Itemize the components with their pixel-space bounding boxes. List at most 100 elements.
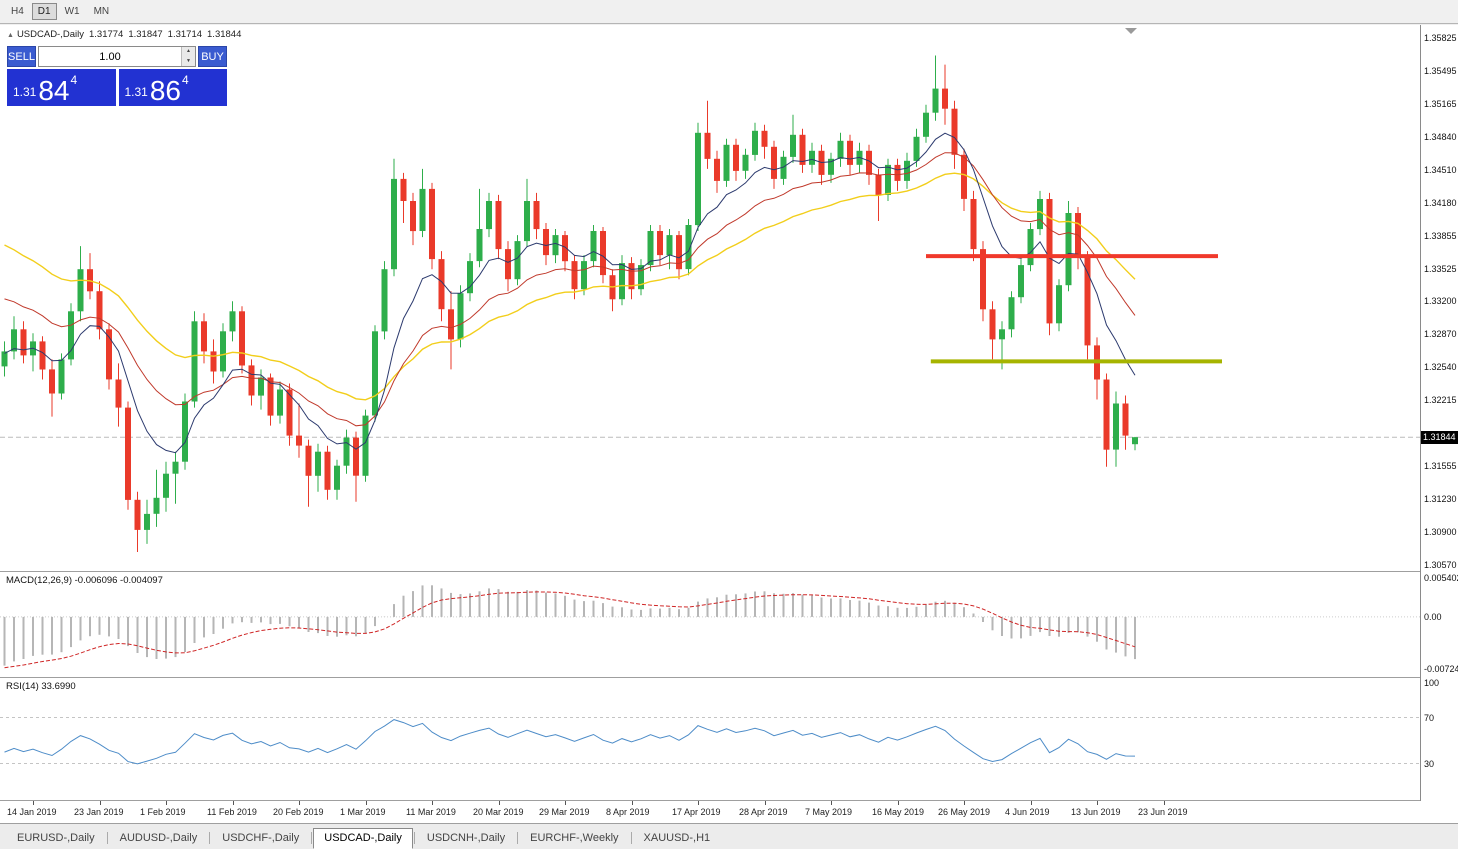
chart-tab-audusd-daily[interactable]: AUDUSD-,Daily bbox=[119, 832, 198, 844]
date-label: 14 Jan 2019 bbox=[7, 807, 57, 817]
price-axis-label: 1.33525 bbox=[1424, 264, 1457, 274]
chart-tab-usdchf-daily[interactable]: USDCHF-,Daily bbox=[222, 832, 300, 844]
timeframe-button-w1[interactable]: W1 bbox=[64, 6, 80, 17]
timeframe-button-mn[interactable]: MN bbox=[93, 6, 110, 17]
ma-mid-line bbox=[4, 152, 1136, 427]
macd-signal-line bbox=[4, 591, 1136, 669]
date-strip: 14 Jan 2019 23 Jan 2019 1 Feb 2019 11 Feb 2… bbox=[0, 801, 1458, 823]
price-axis-label: 1.34510 bbox=[1424, 165, 1457, 175]
volume-box: ▲ ▼ bbox=[38, 46, 196, 67]
tab-separator bbox=[517, 832, 519, 844]
macd-axis-label: 0.005402 bbox=[1424, 573, 1458, 583]
panel-divider[interactable] bbox=[0, 677, 1458, 678]
tab-separator bbox=[209, 832, 211, 844]
date-label: 28 Apr 2019 bbox=[739, 807, 788, 817]
chart-tab-usdcnh-daily[interactable]: USDCNH-,Daily bbox=[426, 832, 506, 844]
price-axis[interactable]: 1.31844 1.35825 1.35495 1.35165 1.34840 1.34… bbox=[1421, 25, 1458, 823]
time-tick bbox=[166, 801, 167, 805]
ma-slow-line bbox=[4, 172, 1136, 401]
time-tick bbox=[898, 801, 899, 805]
date-label: 23 Jan 2019 bbox=[74, 807, 124, 817]
one-click-toggle-icon[interactable]: ▲ bbox=[7, 32, 14, 39]
macd-panel: MACD(12,26,9) -0.006096 -0.004097 bbox=[0, 572, 1420, 677]
chart-tab-eurchf-weekly[interactable]: EURCHF-,Weekly bbox=[530, 832, 619, 844]
tab-separator bbox=[413, 832, 415, 844]
time-tick bbox=[33, 801, 34, 805]
chart-tab-usdcad-daily[interactable]: USDCAD-,Daily bbox=[313, 828, 413, 849]
sell-button[interactable]: SELL bbox=[7, 46, 36, 67]
chart-tab-xauusd-h1[interactable]: XAUUSD-,H1 bbox=[643, 832, 711, 844]
volume-input[interactable] bbox=[39, 47, 181, 66]
price-axis-label: 1.35495 bbox=[1424, 66, 1457, 76]
buy-price-button[interactable]: 1.31 86 4 bbox=[118, 69, 227, 106]
buy-button[interactable]: BUY bbox=[198, 46, 227, 67]
time-tick bbox=[1031, 801, 1032, 805]
time-tick bbox=[632, 801, 633, 805]
time-axis[interactable]: 14 Jan 2019 23 Jan 2019 1 Feb 2019 11 Feb 2… bbox=[0, 801, 1420, 823]
price-axis-label: 1.35825 bbox=[1424, 33, 1457, 43]
price-chart[interactable] bbox=[0, 25, 1420, 571]
rsi-line bbox=[4, 719, 1136, 765]
date-label: 16 May 2019 bbox=[872, 807, 925, 817]
current-price-badge: 1.31844 bbox=[1421, 431, 1458, 444]
rsi-panel: RSI(14) 33.6990 bbox=[0, 678, 1420, 800]
chart-shift-marker[interactable] bbox=[1125, 28, 1137, 34]
time-tick bbox=[100, 801, 101, 805]
time-tick bbox=[765, 801, 766, 805]
price-axis-label: 1.32215 bbox=[1424, 395, 1457, 405]
buy-price-pip: 4 bbox=[182, 73, 189, 87]
rsi-axis-label: 30 bbox=[1424, 759, 1435, 769]
price-axis-label: 1.33855 bbox=[1424, 231, 1457, 241]
volume-up-icon[interactable]: ▲ bbox=[182, 47, 195, 57]
time-tick bbox=[565, 801, 566, 805]
price-axis-label: 1.31230 bbox=[1424, 494, 1457, 504]
date-label: 11 Mar 2019 bbox=[406, 807, 456, 817]
chart-tab-eurusd-daily[interactable]: EURUSD-,Daily bbox=[17, 832, 95, 844]
price-axis-label: 1.31555 bbox=[1424, 461, 1457, 471]
date-label: 1 Mar 2019 bbox=[340, 807, 386, 817]
volume-down-icon[interactable]: ▼ bbox=[182, 56, 195, 66]
time-tick bbox=[1164, 801, 1165, 805]
macd-chart[interactable] bbox=[0, 572, 1420, 677]
sell-price-prefix: 1.31 bbox=[13, 85, 37, 99]
price-axis-label: 1.32540 bbox=[1424, 362, 1457, 372]
ohlc-high: 1.31847 bbox=[128, 29, 163, 40]
rsi-axis-label: 100 bbox=[1424, 678, 1440, 688]
timeframe-button-h4[interactable]: H4 bbox=[11, 6, 24, 17]
time-tick bbox=[698, 801, 699, 805]
time-tick bbox=[299, 801, 300, 805]
price-axis-label: 1.34180 bbox=[1424, 198, 1457, 208]
tab-separator bbox=[311, 832, 313, 844]
price-chart-panel: ▲ USDCAD-,Daily 1.31774 1.31847 1.31714 1.318… bbox=[0, 25, 1420, 571]
price-axis-label: 1.33200 bbox=[1424, 296, 1457, 306]
date-label: 17 Apr 2019 bbox=[672, 807, 721, 817]
buy-price-big: 86 bbox=[149, 74, 182, 106]
symbol-ohlc-readout: ▲ USDCAD-,Daily 1.31774 1.31847 1.31714 1.318… bbox=[7, 29, 241, 40]
rsi-chart[interactable] bbox=[0, 678, 1420, 800]
buy-price-prefix: 1.31 bbox=[124, 85, 148, 99]
ohlc-close: 1.31844 bbox=[207, 29, 242, 40]
date-label: 1 Feb 2019 bbox=[140, 807, 186, 817]
ohlc-open: 1.31774 bbox=[88, 29, 124, 40]
price-axis-label: 1.34840 bbox=[1424, 132, 1457, 142]
sell-price-big: 84 bbox=[38, 74, 70, 106]
timeframe-button-d1[interactable]: D1 bbox=[31, 3, 57, 20]
chart-tabs-bar: EURUSD-,Daily AUDUSD-,Daily USDCHF-,Daily U… bbox=[0, 823, 1458, 849]
date-label: 7 May 2019 bbox=[805, 807, 853, 817]
macd-histogram bbox=[3, 585, 1136, 666]
timeframe-toolbar: H4 D1 W1 MN bbox=[0, 0, 1458, 24]
date-label: 13 Jun 2019 bbox=[1071, 807, 1121, 817]
date-label: 4 Jun 2019 bbox=[1005, 807, 1050, 817]
macd-axis-label: 0.00 bbox=[1424, 612, 1442, 622]
panel-divider[interactable] bbox=[0, 571, 1458, 572]
tab-separator bbox=[106, 832, 108, 844]
date-label: 23 Jun 2019 bbox=[1138, 807, 1188, 817]
rsi-axis-label: 70 bbox=[1424, 713, 1435, 723]
time-tick bbox=[499, 801, 500, 805]
rsi-header: RSI(14) 33.6990 bbox=[6, 681, 76, 692]
time-tick bbox=[366, 801, 367, 805]
tab-separator bbox=[630, 832, 632, 844]
sell-price-pip: 4 bbox=[70, 73, 78, 87]
sell-price-button[interactable]: 1.31 84 4 bbox=[7, 69, 116, 106]
